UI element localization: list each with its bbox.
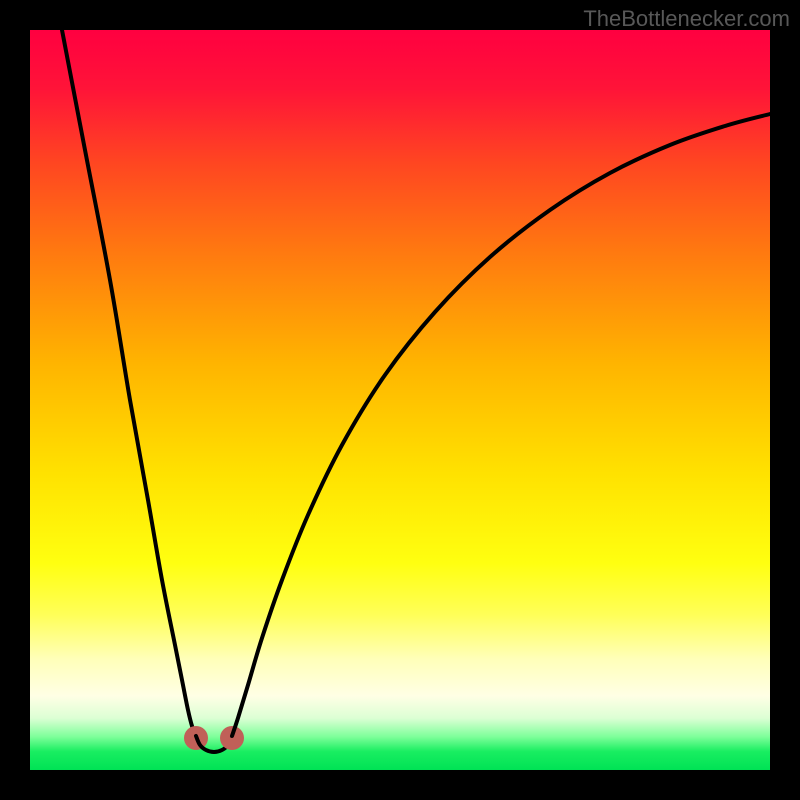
chart-gradient-bg [30,30,770,770]
bottleneck-chart [0,0,800,800]
watermark-text: TheBottlenecker.com [583,6,790,32]
chart-frame: TheBottlenecker.com [0,0,800,800]
